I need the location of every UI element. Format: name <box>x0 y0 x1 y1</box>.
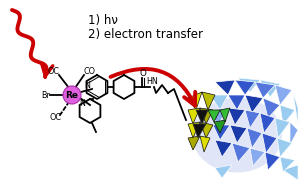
Text: CO: CO <box>83 67 95 77</box>
Polygon shape <box>293 92 298 125</box>
Text: N: N <box>84 81 90 90</box>
Polygon shape <box>215 165 232 178</box>
Polygon shape <box>245 110 260 128</box>
Polygon shape <box>200 108 213 124</box>
Polygon shape <box>210 108 228 125</box>
Polygon shape <box>235 80 255 95</box>
Polygon shape <box>260 113 275 133</box>
Polygon shape <box>260 80 280 97</box>
Polygon shape <box>262 133 277 153</box>
Polygon shape <box>245 95 263 113</box>
Polygon shape <box>247 128 262 148</box>
Polygon shape <box>196 110 208 124</box>
Text: Br: Br <box>41 91 50 99</box>
Polygon shape <box>220 108 230 122</box>
Polygon shape <box>214 120 226 133</box>
Polygon shape <box>200 136 210 152</box>
Polygon shape <box>232 143 250 162</box>
Polygon shape <box>213 125 230 140</box>
Polygon shape <box>230 125 247 143</box>
Polygon shape <box>210 95 228 110</box>
Polygon shape <box>275 118 290 138</box>
Polygon shape <box>280 105 295 125</box>
Polygon shape <box>188 122 200 138</box>
Text: OC: OC <box>48 67 60 77</box>
Polygon shape <box>200 122 213 138</box>
Polygon shape <box>215 140 232 157</box>
Polygon shape <box>188 92 202 110</box>
Circle shape <box>63 86 81 104</box>
Text: Re: Re <box>66 91 78 99</box>
Text: HN: HN <box>146 77 158 85</box>
Polygon shape <box>188 136 200 150</box>
Polygon shape <box>215 80 235 95</box>
Polygon shape <box>263 98 280 118</box>
Polygon shape <box>228 95 245 110</box>
Polygon shape <box>280 157 295 172</box>
Text: N: N <box>79 98 85 108</box>
Polygon shape <box>283 165 298 180</box>
Polygon shape <box>228 108 245 125</box>
Polygon shape <box>208 110 220 122</box>
Polygon shape <box>290 122 298 145</box>
Polygon shape <box>188 108 200 124</box>
Ellipse shape <box>192 98 282 173</box>
Polygon shape <box>202 92 215 110</box>
Polygon shape <box>275 85 292 105</box>
Text: O: O <box>139 70 146 78</box>
Polygon shape <box>193 124 206 138</box>
Polygon shape <box>255 82 275 98</box>
Polygon shape <box>250 148 265 166</box>
Text: 1) hν: 1) hν <box>88 14 118 27</box>
Text: OC: OC <box>49 114 61 122</box>
Text: 2) electron transfer: 2) electron transfer <box>88 28 203 41</box>
Polygon shape <box>238 78 260 92</box>
Polygon shape <box>277 138 292 157</box>
Polygon shape <box>265 152 280 170</box>
